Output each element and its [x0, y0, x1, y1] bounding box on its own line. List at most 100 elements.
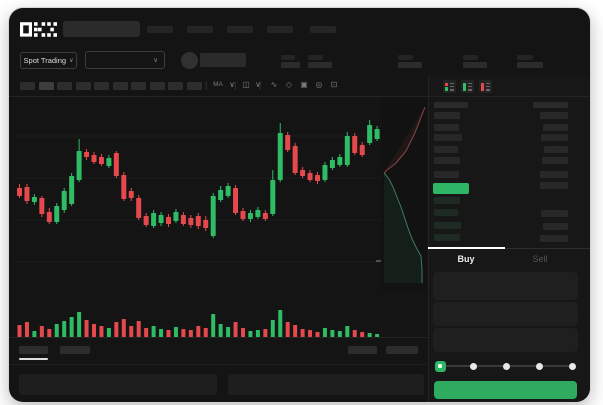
- tab-history[interactable]: [60, 346, 90, 354]
- timeframe-button[interactable]: [94, 82, 109, 90]
- screenshot-icon[interactable]: ▣: [300, 80, 308, 89]
- ob-header-price: [434, 102, 468, 108]
- candle-up: [158, 215, 164, 223]
- candle-down: [359, 145, 365, 155]
- candle-down: [113, 153, 119, 176]
- volume-bar: [99, 326, 104, 338]
- bid-price-bar[interactable]: [434, 234, 460, 241]
- candle-up: [247, 213, 253, 219]
- candle-up: [277, 133, 283, 180]
- candle-down: [180, 215, 186, 224]
- tab-option-right-2[interactable]: [386, 346, 418, 354]
- price-chart[interactable]: [9, 96, 383, 342]
- market-stats: [9, 46, 590, 76]
- volume-bar: [211, 314, 216, 338]
- pair-dropdown[interactable]: ∨: [85, 51, 165, 69]
- market-type-label: Spot Trading: [23, 56, 67, 65]
- volume-bar: [24, 322, 29, 338]
- buy-submit-button[interactable]: [434, 381, 577, 399]
- candle-down: [240, 211, 246, 219]
- combined-book-icon[interactable]: [443, 80, 456, 93]
- volume-bar: [270, 320, 275, 338]
- book-icon-color-column: [444, 82, 449, 91]
- last-price-bar[interactable]: [433, 183, 469, 194]
- candle-down: [128, 191, 134, 198]
- volume-bar: [315, 332, 320, 338]
- slider-stop[interactable]: [469, 362, 477, 370]
- timeframe-button[interactable]: [149, 82, 165, 90]
- tab-option-right-1[interactable]: [348, 346, 377, 354]
- draw-tool-icon[interactable]: ◇: [285, 80, 293, 89]
- candle-style-icon[interactable]: ◫: [242, 80, 250, 89]
- timeframe-button[interactable]: [75, 82, 91, 90]
- candle-down: [315, 175, 320, 181]
- global-search-input[interactable]: [63, 21, 140, 37]
- timeframe-button[interactable]: [20, 82, 35, 90]
- depth-panel[interactable]: [381, 99, 427, 291]
- chevron-down-icon[interactable]: ∨: [229, 80, 235, 89]
- volume-bar: [32, 331, 37, 338]
- timeframe-button[interactable]: [186, 82, 202, 90]
- okx-logo[interactable]: [20, 22, 57, 37]
- volume-bar: [144, 328, 149, 338]
- timeframe-button[interactable]: [38, 82, 54, 90]
- buy-tab[interactable]: Buy: [457, 254, 475, 264]
- candle-up: [69, 176, 75, 204]
- order-book-view-toggles: [428, 76, 590, 102]
- slider-handle[interactable]: [434, 360, 446, 372]
- asks-only-book-icon[interactable]: [479, 80, 492, 93]
- book-icon-lines: [467, 82, 473, 91]
- volume-bar: [114, 322, 119, 338]
- ask-price-bar[interactable]: [434, 112, 460, 119]
- slider-stop[interactable]: [535, 362, 543, 370]
- timeframe-button[interactable]: [57, 82, 72, 90]
- candle-down: [143, 216, 149, 225]
- bid-price-bar[interactable]: [434, 197, 460, 204]
- total-input[interactable]: [433, 328, 578, 352]
- ask-price-bar[interactable]: [434, 157, 460, 164]
- volume-bar: [121, 319, 126, 338]
- trade-tabs-divider: [428, 248, 590, 249]
- stat-label: [463, 55, 478, 60]
- indicators-icon[interactable]: MA: [213, 81, 223, 88]
- nav-item[interactable]: [227, 26, 253, 33]
- bid-price-bar[interactable]: [434, 222, 461, 229]
- nav-item[interactable]: [147, 26, 173, 33]
- candle-down: [195, 216, 201, 226]
- candle-down: [307, 173, 313, 180]
- timeframe-button[interactable]: [131, 82, 146, 90]
- bids-only-book-icon[interactable]: [461, 80, 474, 93]
- sell-tab[interactable]: Sell: [532, 254, 548, 264]
- amount-slider[interactable]: [428, 76, 590, 402]
- ask-price-bar[interactable]: [434, 134, 462, 141]
- timeframe-button[interactable]: [112, 82, 128, 90]
- market-type-dropdown[interactable]: Spot Trading ∨: [20, 52, 77, 69]
- candle-down: [98, 157, 104, 164]
- volume-bar: [92, 324, 96, 338]
- ask-price-bar[interactable]: [434, 171, 459, 178]
- candle-down: [24, 187, 30, 201]
- toolbar-divider: [9, 96, 590, 97]
- line-tool-icon[interactable]: ∿: [270, 80, 278, 89]
- stat-value: [463, 62, 487, 68]
- chevron-down-icon[interactable]: ∨: [255, 80, 261, 89]
- nav-item[interactable]: [187, 26, 213, 33]
- timeframe-button[interactable]: [168, 82, 183, 90]
- price-input[interactable]: [433, 272, 578, 300]
- fullscreen-icon[interactable]: ⊡: [330, 80, 338, 89]
- ask-price-bar[interactable]: [434, 124, 459, 131]
- volume-bar: [345, 326, 350, 338]
- stat-label: [308, 55, 323, 60]
- amount-input[interactable]: [433, 302, 578, 326]
- nav-item[interactable]: [267, 26, 293, 33]
- tab-orders[interactable]: [19, 346, 48, 354]
- tabs-divider: [9, 364, 428, 365]
- bids-depth-area: [384, 173, 422, 283]
- order-book-asks: [428, 76, 590, 256]
- slider-stop[interactable]: [568, 362, 576, 370]
- nav-item[interactable]: [310, 26, 336, 33]
- ask-price-bar[interactable]: [434, 146, 458, 153]
- slider-stop[interactable]: [502, 362, 510, 370]
- bid-price-bar[interactable]: [434, 209, 458, 216]
- settings-icon[interactable]: ◎: [315, 80, 323, 89]
